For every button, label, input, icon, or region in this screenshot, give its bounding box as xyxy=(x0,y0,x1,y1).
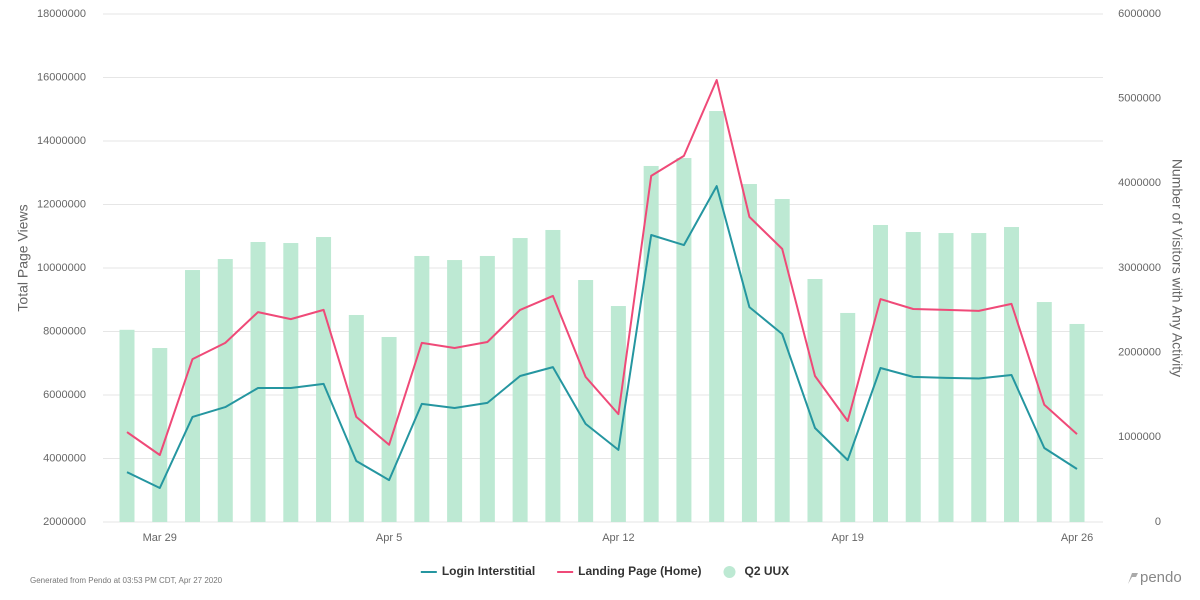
bar xyxy=(250,242,266,523)
y2-tick-label: 6000000 xyxy=(1118,8,1161,20)
bar xyxy=(217,259,233,522)
y-tick-label: 10000000 xyxy=(37,262,86,274)
bar xyxy=(119,329,135,522)
bar xyxy=(1036,302,1052,522)
bar xyxy=(447,260,463,522)
y-tick-label: 2000000 xyxy=(43,516,86,528)
legend-label: Q2 UUX xyxy=(745,564,790,578)
bar xyxy=(872,224,888,523)
x-tick-label: Apr 26 xyxy=(1061,532,1093,544)
grid xyxy=(103,13,1103,523)
line-series xyxy=(126,79,1078,456)
legend-label: Landing Page (Home) xyxy=(578,564,701,578)
y-tick-label: 4000000 xyxy=(43,452,86,464)
bar xyxy=(185,270,201,522)
legend: Login Interstitial Landing Page (Home) Q2 … xyxy=(420,564,790,578)
bar xyxy=(709,111,725,522)
x-tick-label: Apr 19 xyxy=(832,532,864,544)
bar xyxy=(316,237,332,522)
y2-axis-title: Number of Visitors with Any Activity xyxy=(1169,159,1185,377)
bar xyxy=(414,255,430,522)
bar xyxy=(578,280,594,522)
y-axis-title: Total Page Views xyxy=(15,204,31,311)
y-tick-label: 6000000 xyxy=(43,389,86,401)
bar xyxy=(381,337,397,522)
x-tick-label: Apr 5 xyxy=(376,532,402,544)
legend-marker xyxy=(723,566,736,578)
y-tick-label: 18000000 xyxy=(37,8,86,20)
bar xyxy=(283,243,299,523)
bar xyxy=(479,255,495,522)
x-tick-label: Mar 29 xyxy=(143,532,177,544)
bar xyxy=(676,158,692,522)
y2-tick-label: 4000000 xyxy=(1118,177,1161,189)
legend-label: Login Interstitial xyxy=(442,564,535,578)
bar xyxy=(1069,323,1085,522)
footer-note: Generated from Pendo at 03:53 PM CDT, Ap… xyxy=(30,576,223,585)
y2-tick-label: 0 xyxy=(1155,516,1161,528)
bar xyxy=(807,279,823,522)
brand-icon xyxy=(1128,573,1138,584)
y-tick-label: 14000000 xyxy=(37,135,86,147)
x-tick-label: Apr 12 xyxy=(602,532,634,544)
line-series xyxy=(126,185,1078,489)
brand-logo: pendo xyxy=(1140,569,1182,586)
y2-tick-label: 5000000 xyxy=(1118,93,1161,105)
y2-tick-label: 1000000 xyxy=(1118,431,1161,443)
y2-tick-label: 3000000 xyxy=(1118,262,1161,274)
bar xyxy=(774,198,790,522)
bar xyxy=(741,184,757,522)
bar xyxy=(348,314,364,522)
y-tick-label: 16000000 xyxy=(37,71,86,83)
y-tick-label: 12000000 xyxy=(37,198,86,210)
bar xyxy=(152,348,168,522)
y2-tick-label: 2000000 xyxy=(1118,347,1161,359)
y-tick-label: 8000000 xyxy=(43,325,86,337)
